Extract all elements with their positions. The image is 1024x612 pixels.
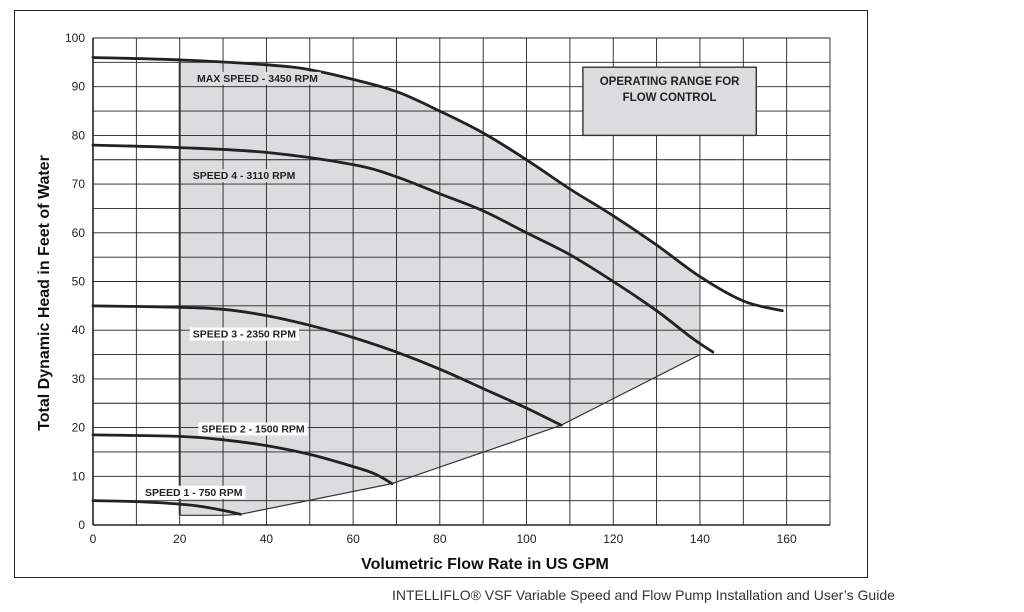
- pump-performance-chart: 0 20 40 60 80 100 120 140 160 0 10 20 30 40 50 60 70 80 90…: [36, 31, 831, 573]
- curve-label-background: [142, 485, 246, 499]
- annotation-layer: MAX SPEED - 3450 RPM SPEED 4 - 3110 RPM SP…: [142, 66, 758, 499]
- speed-3-label: SPEED 3 - 2350 RPM: [193, 329, 297, 341]
- operating-range-annotation-box: [582, 66, 758, 137]
- x-tick-label: 120: [603, 532, 623, 546]
- x-tick-label: 100: [517, 532, 537, 546]
- curve-label-background: [194, 71, 321, 85]
- x-tick-label: 160: [777, 532, 797, 546]
- y-axis-label: Total Dynamic Head in Feet of Water: [36, 155, 53, 431]
- operating-range-annotation-text: OPERATING RANGE FOR: [600, 76, 740, 88]
- y-tick-label: 0: [78, 518, 85, 532]
- operating-range-annotation-text: FLOW CONTROL: [623, 92, 717, 104]
- y-tick-label: 90: [72, 80, 86, 94]
- speed-1-label: SPEED 1 - 750 RPM: [145, 487, 243, 499]
- x-tick-label: 80: [433, 532, 447, 546]
- x-tick-label: 140: [690, 532, 710, 546]
- curve-label-background: [189, 327, 300, 341]
- y-tick-label: 70: [72, 177, 86, 191]
- curve-label-background: [189, 169, 299, 183]
- speed-1-curve: [91, 499, 242, 516]
- speed-4-label: SPEED 4 - 3110 RPM: [193, 170, 296, 182]
- x-tick-label: 20: [173, 532, 187, 546]
- y-tick-label: 50: [72, 275, 86, 289]
- max-speed-label: MAX SPEED - 3450 RPM: [197, 73, 318, 85]
- y-tick-label: 60: [72, 226, 86, 240]
- max-speed-curve: [91, 56, 784, 313]
- y-tick-label: 30: [72, 372, 86, 386]
- x-tick-label: 0: [90, 532, 97, 546]
- speed-2-curve: [91, 433, 394, 485]
- x-tick-label: 60: [346, 532, 360, 546]
- speed-4-curve: [91, 143, 715, 354]
- y-tick-label: 20: [72, 421, 86, 435]
- y-tick-label: 40: [72, 323, 86, 337]
- speed-2-label: SPEED 2 - 1500 RPM: [201, 423, 305, 435]
- speed-3-curve: [91, 304, 563, 427]
- curve-layer: [91, 56, 784, 516]
- tick-label-layer: 0 20 40 60 80 100 120 140 160 0 10 20 30 40 50 60 70 80 90…: [65, 31, 797, 546]
- y-tick-label: 80: [72, 128, 86, 142]
- y-tick-label: 100: [65, 31, 85, 45]
- curve-label-background: [198, 422, 308, 436]
- x-axis-label: Volumetric Flow Rate in US GPM: [361, 556, 609, 573]
- x-tick-label: 40: [260, 532, 274, 546]
- footer-caption: INTELLIFLO® VSF Variable Speed and Flow …: [392, 587, 895, 603]
- y-tick-label: 10: [72, 469, 86, 483]
- operating-range-lower-boundary: [179, 354, 701, 516]
- chart-frame: 0 20 40 60 80 100 120 140 160 0 10 20 30 40 50 60 70 80 90…: [14, 10, 868, 578]
